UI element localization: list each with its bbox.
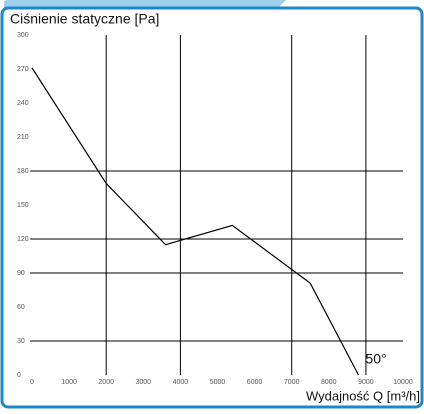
x-tick-label: 9000 (358, 379, 374, 386)
x-tick-label: 4000 (173, 379, 189, 386)
y-tick-label: 30 (17, 338, 25, 345)
x-tick-label: 1000 (61, 379, 77, 386)
y-tick-label: 180 (17, 168, 29, 175)
y-tick-label: 270 (17, 66, 29, 73)
y-axis-label: Ciśnienie statyczne [Pa] (10, 11, 159, 27)
y-tick-label: 90 (17, 270, 25, 277)
x-tick-label: 5000 (210, 379, 226, 386)
x-axis-label: Wydajność Q [m³/h] (306, 388, 420, 403)
x-tick-label: 10000 (393, 379, 413, 386)
y-tick-label: 0 (17, 372, 21, 379)
y-tick-label: 60 (17, 304, 25, 311)
x-tick-label: 8000 (321, 379, 337, 386)
annotation: 50° (365, 351, 386, 367)
curve (31, 67, 360, 376)
x-tick-label: 2000 (98, 379, 114, 386)
x-tick-label: 7000 (284, 379, 300, 386)
y-tick-label: 300 (17, 32, 29, 39)
x-tick-label: 3000 (136, 379, 152, 386)
y-tick-label: 240 (17, 100, 29, 107)
x-tick-label: 0 (30, 379, 34, 386)
frame (0, 6, 424, 409)
y-tick-label: 120 (17, 236, 29, 243)
y-tick-label: 210 (17, 134, 29, 141)
x-tick-label: 6000 (247, 379, 263, 386)
y-tick-label: 150 (17, 202, 29, 209)
